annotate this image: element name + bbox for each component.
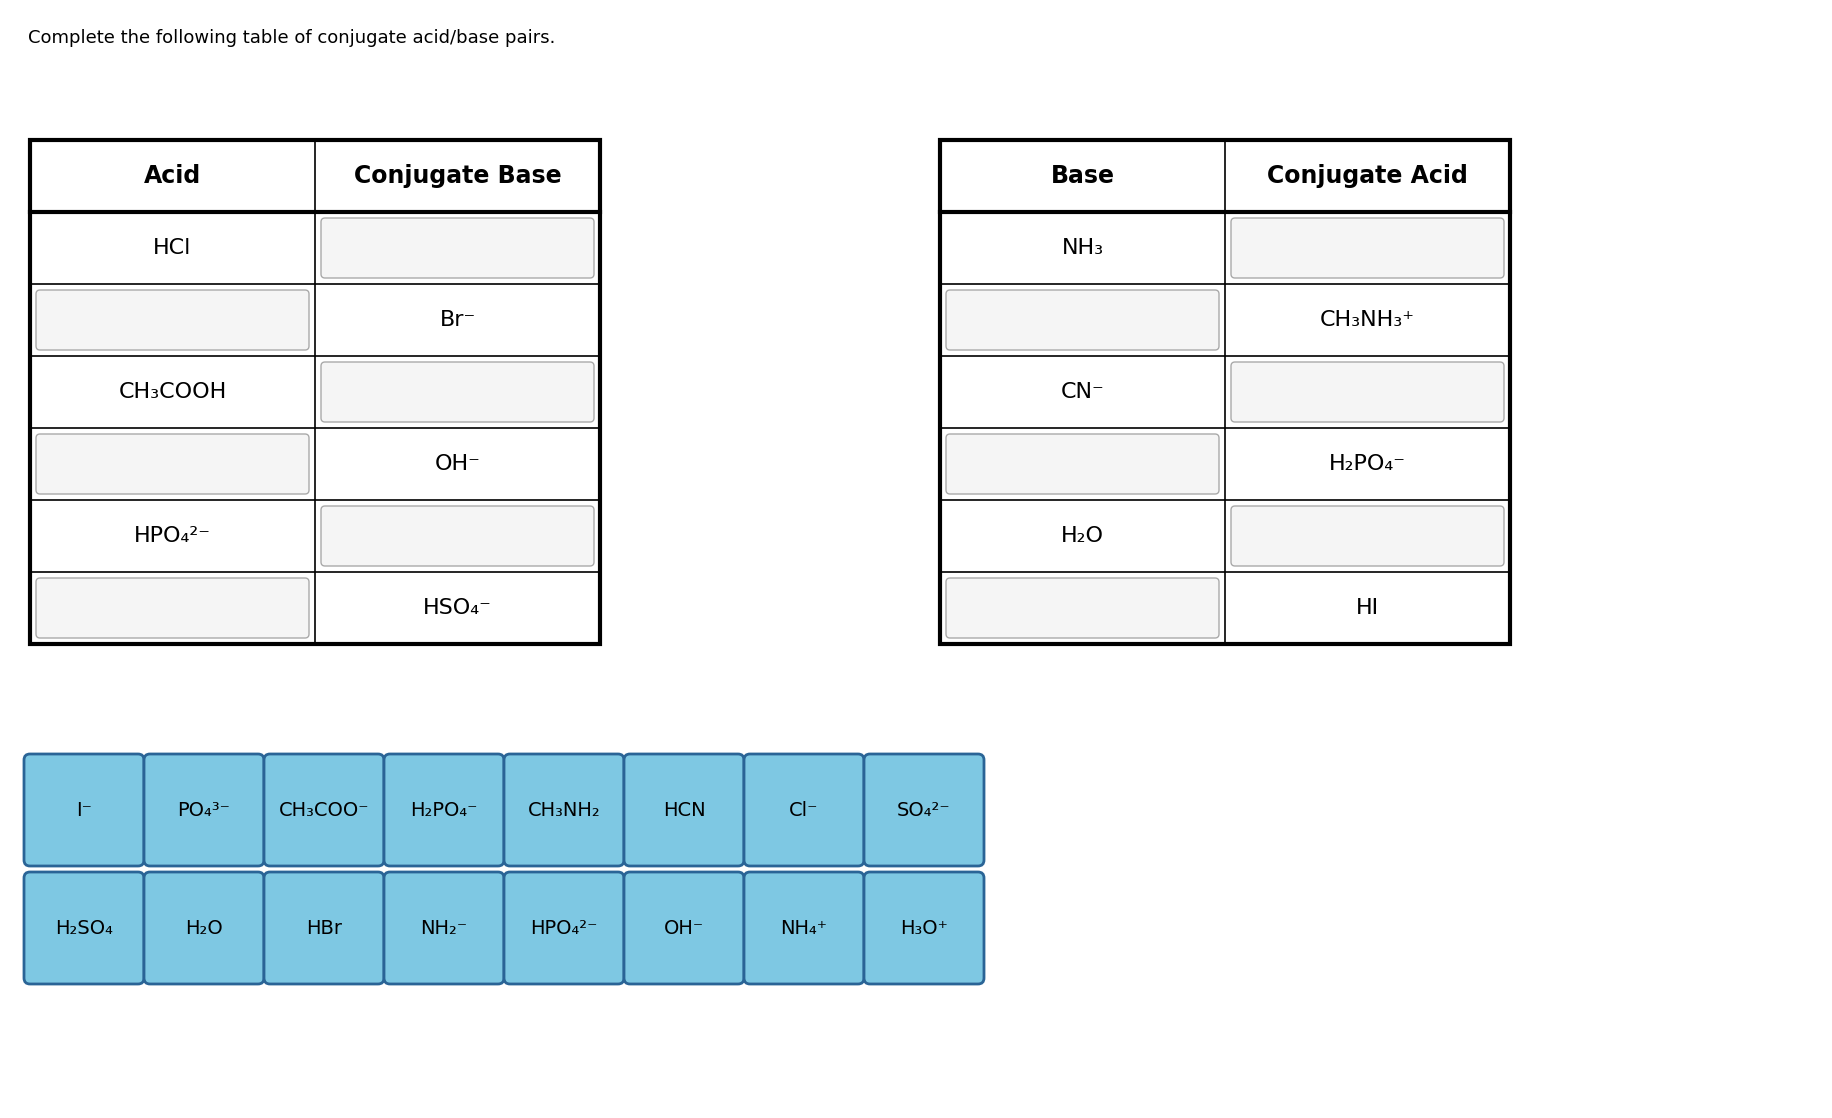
FancyBboxPatch shape (945, 434, 1218, 494)
FancyBboxPatch shape (865, 754, 984, 866)
Text: HBr: HBr (306, 919, 343, 938)
FancyBboxPatch shape (945, 578, 1218, 638)
Text: SO₄²⁻: SO₄²⁻ (898, 800, 951, 819)
Bar (940, 140, 1510, 644)
Text: CH₃COO⁻: CH₃COO⁻ (278, 800, 370, 819)
Text: H₂PO₄⁻: H₂PO₄⁻ (1328, 454, 1405, 474)
Text: Conjugate Acid: Conjugate Acid (1268, 164, 1467, 188)
Text: HPO₄²⁻: HPO₄²⁻ (529, 919, 597, 938)
FancyBboxPatch shape (145, 754, 264, 866)
Text: OH⁻: OH⁻ (663, 919, 703, 938)
Text: HI: HI (1356, 598, 1379, 618)
Text: OH⁻: OH⁻ (434, 454, 480, 474)
Text: CN⁻: CN⁻ (1061, 382, 1105, 402)
Text: I⁻: I⁻ (77, 800, 92, 819)
Text: CH₃NH₃⁺: CH₃NH₃⁺ (1321, 310, 1414, 330)
FancyBboxPatch shape (321, 218, 594, 278)
FancyBboxPatch shape (37, 290, 310, 350)
FancyBboxPatch shape (24, 872, 145, 984)
Text: CH₃NH₂: CH₃NH₂ (528, 800, 601, 819)
Text: H₂O: H₂O (185, 919, 224, 938)
FancyBboxPatch shape (504, 754, 625, 866)
FancyBboxPatch shape (625, 872, 744, 984)
Text: CH₃COOH: CH₃COOH (119, 382, 227, 402)
Text: HCN: HCN (663, 800, 705, 819)
Text: NH₄⁺: NH₄⁺ (780, 919, 828, 938)
FancyBboxPatch shape (37, 434, 310, 494)
Text: HCl: HCl (154, 238, 192, 258)
Bar (29, 140, 601, 644)
Text: NH₃: NH₃ (1061, 238, 1103, 258)
FancyBboxPatch shape (264, 754, 385, 866)
Bar (940, 140, 1510, 644)
FancyBboxPatch shape (24, 754, 145, 866)
Text: HSO₄⁻: HSO₄⁻ (423, 598, 493, 618)
Bar (29, 140, 601, 644)
FancyBboxPatch shape (865, 872, 984, 984)
Text: Br⁻: Br⁻ (440, 310, 476, 330)
Text: Conjugate Base: Conjugate Base (354, 164, 561, 188)
FancyBboxPatch shape (625, 754, 744, 866)
FancyBboxPatch shape (1231, 218, 1504, 278)
FancyBboxPatch shape (1231, 362, 1504, 421)
Text: H₃O⁺: H₃O⁺ (900, 919, 947, 938)
Text: H₂SO₄: H₂SO₄ (55, 919, 114, 938)
Text: NH₂⁻: NH₂⁻ (420, 919, 467, 938)
Text: PO₄³⁻: PO₄³⁻ (178, 800, 231, 819)
FancyBboxPatch shape (744, 754, 865, 866)
FancyBboxPatch shape (945, 290, 1218, 350)
Text: Complete the following table of conjugate acid/base pairs.: Complete the following table of conjugat… (27, 29, 555, 47)
Text: Cl⁻: Cl⁻ (790, 800, 819, 819)
Text: H₂O: H₂O (1061, 525, 1105, 546)
Text: Acid: Acid (145, 164, 202, 188)
FancyBboxPatch shape (321, 506, 594, 566)
FancyBboxPatch shape (504, 872, 625, 984)
FancyBboxPatch shape (321, 362, 594, 421)
FancyBboxPatch shape (744, 872, 865, 984)
Text: Base: Base (1050, 164, 1114, 188)
FancyBboxPatch shape (1231, 506, 1504, 566)
FancyBboxPatch shape (264, 872, 385, 984)
FancyBboxPatch shape (385, 754, 504, 866)
FancyBboxPatch shape (385, 872, 504, 984)
Text: H₂PO₄⁻: H₂PO₄⁻ (410, 800, 478, 819)
FancyBboxPatch shape (37, 578, 310, 638)
FancyBboxPatch shape (145, 872, 264, 984)
Text: HPO₄²⁻: HPO₄²⁻ (134, 525, 211, 546)
